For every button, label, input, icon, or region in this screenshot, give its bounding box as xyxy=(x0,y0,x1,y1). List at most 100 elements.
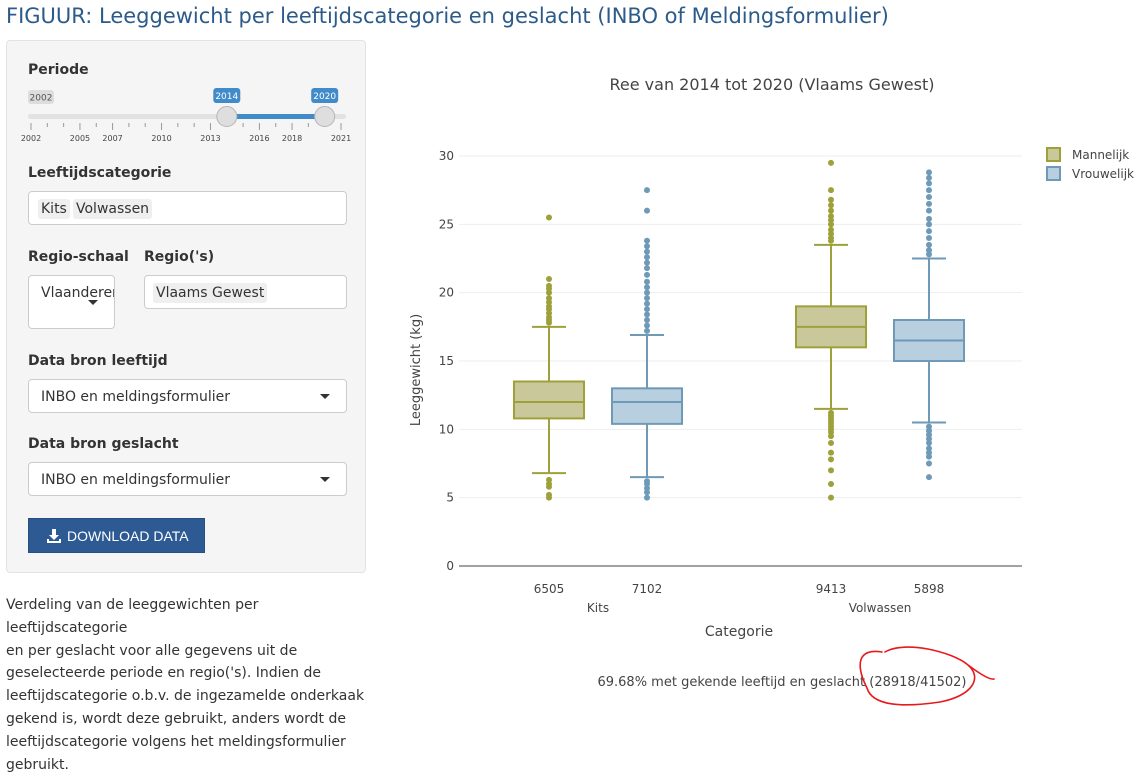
description-line: Verdeling van de leeggewichten per leeft… xyxy=(6,597,259,636)
data-bron-leeftijd-select[interactable]: INBO en meldingsformulier xyxy=(28,379,347,413)
outlier-point xyxy=(644,207,650,214)
slider-from-badge xyxy=(213,88,241,103)
slider-tick-label: 2010 xyxy=(151,134,171,143)
box-mannelijk-kits[interactable] xyxy=(513,214,585,501)
slider-min-label: 2002 xyxy=(30,94,53,104)
count-label: 6505 xyxy=(534,582,565,596)
data-bron-leeftijd-value: INBO en meldingsformulier xyxy=(41,389,230,405)
outlier-point xyxy=(926,228,932,235)
data-bron-geslacht-select[interactable]: INBO en meldingsformulier xyxy=(28,462,347,496)
y-tick-label: 5 xyxy=(446,491,454,505)
box-vrouwelijk-volwassen[interactable] xyxy=(893,169,965,481)
outlier-point xyxy=(644,265,650,272)
chart-legend[interactable]: Mannelijk Vrouwelijk xyxy=(1046,147,1134,181)
description-line: en per geslacht voor alle gegevens uit d… xyxy=(6,642,298,659)
outlier-point xyxy=(926,431,932,438)
outlier-point xyxy=(546,314,552,321)
description-line: geselecteerde periode en regio('s). Indi… xyxy=(6,665,321,682)
outlier-point xyxy=(926,174,932,181)
slider-tick-label: 2021 xyxy=(331,134,351,143)
outlier-point xyxy=(644,259,650,266)
hand-drawn-annotation xyxy=(859,646,995,706)
box-vrouwelijk-kits[interactable] xyxy=(611,187,683,501)
outlier-point xyxy=(926,435,932,442)
outlier-point xyxy=(828,440,834,446)
outlier-point xyxy=(546,303,552,310)
legend-swatch xyxy=(1046,147,1061,162)
y-tick-label: 25 xyxy=(439,217,454,231)
slider-from-handle[interactable] xyxy=(216,106,238,127)
y-axis-title: Leeggewicht (kg) xyxy=(409,314,424,426)
regios-multiselect[interactable]: Vlaams Gewest xyxy=(144,275,347,309)
outlier-point xyxy=(644,489,650,496)
y-tick-label: 0 xyxy=(446,559,454,573)
leeftijdscategorie-multiselect[interactable]: Kits Volwassen xyxy=(28,191,347,225)
outlier-point xyxy=(828,481,834,487)
outlier-point xyxy=(828,433,834,440)
chart-boxes xyxy=(513,159,965,501)
regio-schaal-label: Regio-schaal xyxy=(28,249,129,265)
summary-text: 69.68% met gekende leeftijd en geslacht … xyxy=(597,675,966,690)
outlier-point xyxy=(546,289,552,296)
outlier-point xyxy=(644,289,650,296)
download-data-button[interactable]: DOWNLOAD DATA xyxy=(28,518,205,553)
download-icon xyxy=(47,529,61,543)
outlier-point xyxy=(644,271,650,278)
outlier-point xyxy=(828,187,834,194)
outlier-point xyxy=(828,230,834,237)
outlier-point xyxy=(644,306,650,313)
legend-label: Mannelijk xyxy=(1072,148,1129,162)
boxplot-chart: Ree van 2014 tot 2020 (Vlaams Gewest) 0 5… xyxy=(409,75,1134,706)
outlier-point xyxy=(644,494,650,501)
outlier-point xyxy=(926,215,932,222)
slider-to-label: 2020 xyxy=(313,92,336,102)
outlier-point xyxy=(644,248,650,255)
x-category-label: Volwassen xyxy=(849,601,912,615)
outlier-point xyxy=(926,180,932,187)
outlier-point xyxy=(926,474,932,481)
periode-slider[interactable]: 2002 2002 2005 2007 2010 2013 2016 2018 2021 20… xyxy=(21,85,351,147)
slider-from-label: 2014 xyxy=(215,92,238,102)
outlier-point xyxy=(644,254,650,261)
count-label: 7102 xyxy=(632,582,663,596)
outlier-point xyxy=(828,235,834,241)
regio-schaal-select[interactable]: Vlaanderen xyxy=(28,275,115,329)
outlier-point xyxy=(644,284,650,291)
legend-item-mannelijk[interactable]: Mannelijk xyxy=(1046,147,1129,162)
outlier-point xyxy=(926,460,932,467)
outlier-point xyxy=(644,295,650,302)
outlier-point xyxy=(926,187,932,194)
outlier-point xyxy=(926,235,932,241)
regio-schaal-value: Vlaanderen xyxy=(41,285,115,301)
slider-tick-label: 2002 xyxy=(21,134,41,143)
slider-min-label-box xyxy=(28,90,54,104)
y-tick-label: 30 xyxy=(439,149,454,163)
outlier-point xyxy=(644,311,650,318)
box-iqr xyxy=(513,380,585,420)
description-text: Verdeling van de leeggewichten per leeft… xyxy=(6,594,368,776)
y-tick-label: 15 xyxy=(439,354,454,368)
chart-y-axis: 0 5 10 15 20 25 30 xyxy=(439,149,1022,573)
x-category-label: Kits xyxy=(587,601,609,615)
slider-ticks: 2002 2005 2007 2010 2013 2016 2018 2021 xyxy=(21,123,351,143)
outlier-point xyxy=(828,467,834,474)
outlier-point xyxy=(926,423,932,430)
outlier-point xyxy=(546,310,552,317)
count-label: 5898 xyxy=(914,582,945,596)
outlier-point xyxy=(926,194,932,200)
chip-volwassen[interactable]: Volwassen xyxy=(73,199,153,219)
outlier-point xyxy=(644,485,650,492)
count-label: 9413 xyxy=(816,582,847,596)
download-data-label: DOWNLOAD DATA xyxy=(67,528,189,544)
chart-x-axis: Kits Volwassen 6505 9413 7102 5898 xyxy=(534,582,945,615)
box-mannelijk-volwassen[interactable] xyxy=(795,159,867,501)
chip-kits[interactable]: Kits xyxy=(38,199,70,219)
periode-label: Periode xyxy=(28,62,89,78)
outlier-point xyxy=(828,226,834,233)
outlier-point xyxy=(926,449,932,456)
data-bron-geslacht-label: Data bron geslacht xyxy=(28,436,179,452)
y-tick-label: 10 xyxy=(439,422,454,436)
slider-to-handle[interactable] xyxy=(314,106,336,127)
legend-item-vrouwelijk[interactable]: Vrouwelijk xyxy=(1046,166,1134,181)
chip-vlaams-gewest[interactable]: Vlaams Gewest xyxy=(153,283,268,303)
